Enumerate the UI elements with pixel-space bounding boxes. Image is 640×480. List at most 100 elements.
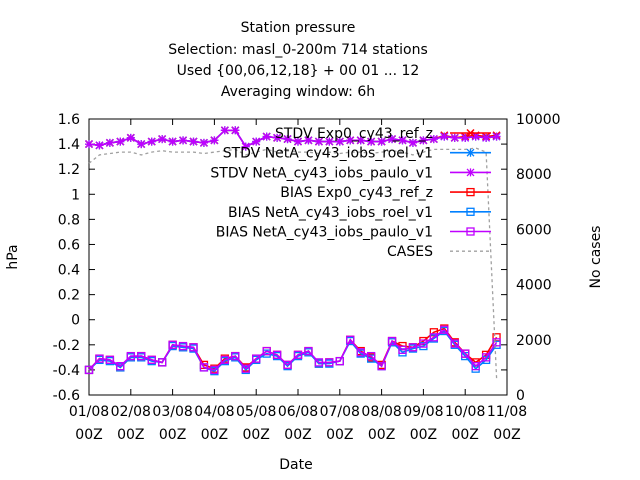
data-point <box>304 136 313 145</box>
x-tick-hour-label: 00Z <box>242 427 269 443</box>
x-tick-hour-label: 00Z <box>75 427 102 443</box>
data-point <box>366 351 376 361</box>
x-tick-date-label: 04/08 <box>194 404 234 420</box>
y-tick-label: 0 <box>71 313 80 329</box>
legend-item: STDV NetA_cy43_iobs_paulo_v1 <box>210 165 491 181</box>
data-point <box>137 351 146 361</box>
y-axis-ticks: -0.6 -0.4 -0.2 0 0.2 0.4 0.6 0.8 1 1.2 1.4 1.6 <box>53 112 507 404</box>
data-point <box>314 137 323 146</box>
x-tick-hour-label: 00Z <box>159 427 186 443</box>
x-tick-date-label: 09/08 <box>403 404 443 420</box>
y2-tick-label: 6000 <box>516 222 552 238</box>
legend-label: BIAS Exp0_cy43_ref_z <box>280 185 433 201</box>
data-point <box>367 137 376 146</box>
x-tick-date-label: 11/08 <box>487 404 527 420</box>
series-3 <box>84 324 501 375</box>
y2-axis-ticks: 0 2000 4000 6000 8000 10000 <box>516 112 561 404</box>
chart-title: Station pressure Selection: masl_0-200m … <box>168 20 428 100</box>
series-line <box>88 129 497 148</box>
series-line <box>88 147 498 379</box>
data-point <box>210 136 219 145</box>
legend-item: BIAS NetA_cy43_iobs_paulo_v1 <box>216 225 491 241</box>
legend-item: BIAS Exp0_cy43_ref_z <box>280 185 491 201</box>
legend-item: STDV Exp0_cy43_ref_z <box>275 126 491 142</box>
data-point <box>273 133 282 142</box>
legend-label: BIAS NetA_cy43_iobs_roel_v1 <box>228 205 433 221</box>
legend-marker <box>466 207 475 216</box>
x-tick-date-label: 01/08 <box>69 404 109 420</box>
data-point <box>252 354 261 363</box>
x-tick-date-label: 06/08 <box>278 404 318 420</box>
legend-marker <box>466 168 475 177</box>
data-point <box>157 358 167 367</box>
data-point <box>85 140 93 149</box>
data-point <box>283 360 292 370</box>
data-point <box>450 133 459 142</box>
data-point <box>356 348 365 357</box>
y-tick-label: 0.6 <box>58 237 80 253</box>
legend-label: STDV Exp0_cy43_ref_z <box>275 126 433 142</box>
series-5 <box>84 325 501 375</box>
data-point <box>168 137 177 146</box>
data-point <box>492 132 501 141</box>
x-tick-hour-label: 00Z <box>410 427 437 443</box>
x-tick-hour-label: 00Z <box>493 427 520 443</box>
title-line-1: Station pressure <box>241 20 356 36</box>
data-point <box>272 350 282 360</box>
data-point <box>84 365 94 375</box>
data-point <box>189 343 198 352</box>
data-point <box>220 355 230 365</box>
y-axis-label: hPa <box>5 244 21 269</box>
legend-item: BIAS NetA_cy43_iobs_roel_v1 <box>228 205 491 221</box>
data-point <box>283 135 292 144</box>
data-point <box>314 358 324 367</box>
data-point <box>168 340 177 349</box>
data-point <box>189 137 198 146</box>
data-point <box>335 356 344 366</box>
y-tick-label: 0.8 <box>58 212 80 228</box>
data-point <box>179 136 188 145</box>
data-point <box>335 137 344 146</box>
data-point <box>95 141 104 150</box>
data-point <box>147 355 156 365</box>
legend-marker <box>466 148 475 157</box>
x-tick-hour-label: 00Z <box>201 427 228 443</box>
data-point <box>440 325 449 334</box>
legend-label: CASES <box>387 244 433 260</box>
series-6 <box>88 147 498 379</box>
series-line <box>88 328 498 371</box>
x-tick-hour-label: 00Z <box>284 427 311 443</box>
data-point <box>116 137 125 146</box>
data-point <box>482 133 491 142</box>
data-point <box>105 138 114 147</box>
data-point <box>199 363 209 372</box>
x-tick-hour-label: 00Z <box>117 427 144 443</box>
data-point <box>241 364 250 373</box>
x-tick-date-label: 10/08 <box>445 404 485 420</box>
legend-label: STDV NetA_cy43_iobs_paulo_v1 <box>210 165 433 181</box>
data-point <box>450 339 459 348</box>
data-point <box>231 351 240 361</box>
legend-marker <box>466 227 475 236</box>
x-tick-hour-label: 00Z <box>451 427 478 443</box>
y2-tick-label: 2000 <box>516 333 552 349</box>
legend-label: STDV NetA_cy43_iobs_roel_v1 <box>223 146 433 162</box>
legend-label: BIAS NetA_cy43_iobs_paulo_v1 <box>216 225 433 241</box>
data-point <box>294 137 302 146</box>
data-point <box>325 358 334 367</box>
y-tick-label: 1.2 <box>58 162 80 178</box>
data-point <box>262 132 271 141</box>
x-tick-date-label: 08/08 <box>361 404 401 420</box>
data-point <box>95 354 104 363</box>
x-tick-hour-label: 00Z <box>368 427 395 443</box>
y-tick-label: 0.2 <box>58 288 80 304</box>
data-point <box>471 361 480 371</box>
data-point <box>147 137 156 146</box>
data-point <box>178 341 188 351</box>
data-point <box>325 137 334 146</box>
data-point <box>304 346 313 356</box>
data-point <box>481 353 491 362</box>
series-2 <box>85 126 501 151</box>
y2-tick-label: 10000 <box>516 112 561 128</box>
